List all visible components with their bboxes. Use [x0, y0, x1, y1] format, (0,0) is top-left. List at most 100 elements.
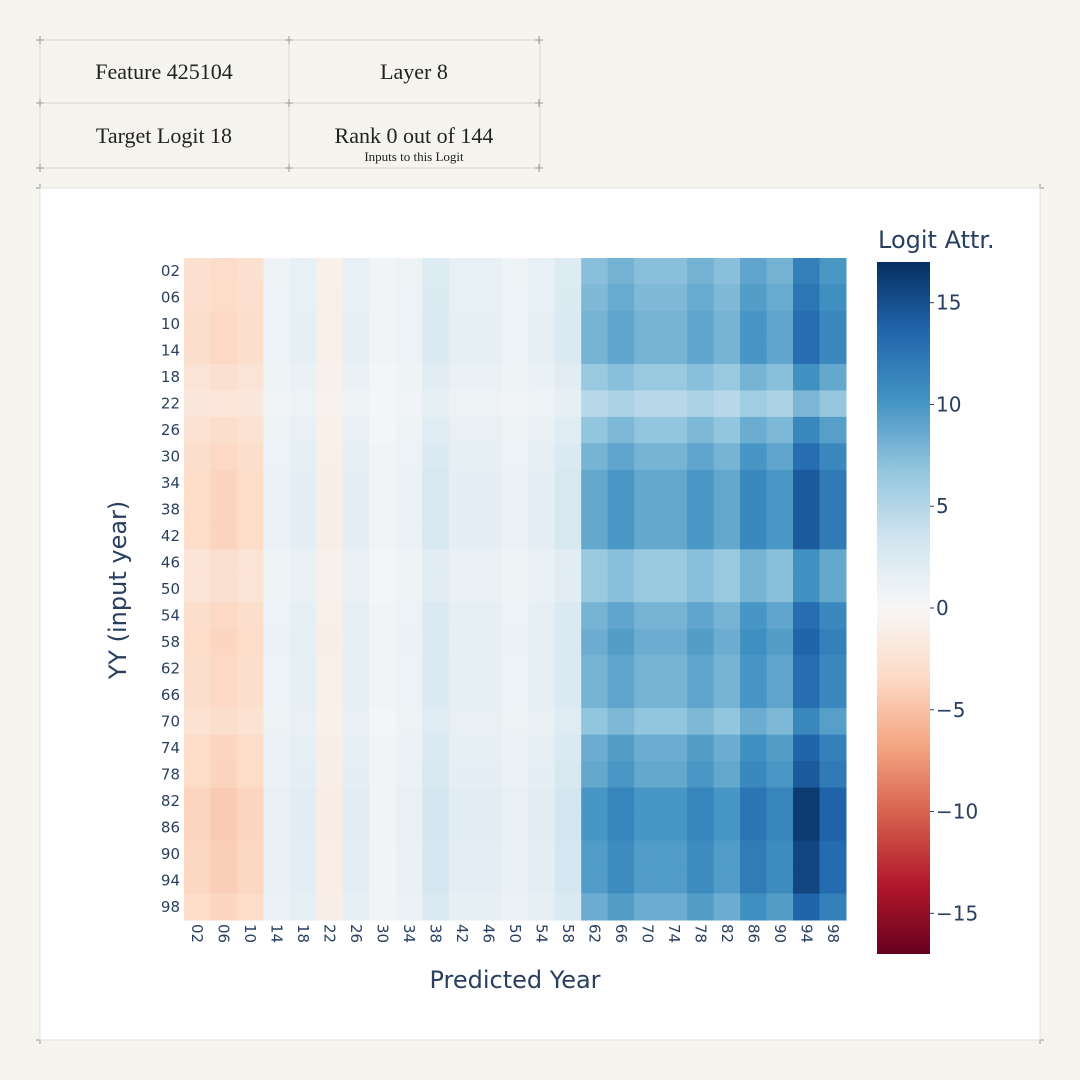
heatmap-cell: [819, 840, 847, 868]
y-axis-title: YY (input year): [104, 501, 132, 681]
heatmap-cell: [448, 258, 476, 285]
heatmap-cell: [687, 814, 715, 842]
heatmap-cell: [501, 416, 529, 444]
heatmap-cell: [554, 681, 582, 709]
heatmap-cell: [740, 337, 768, 365]
heatmap-cell: [607, 761, 635, 789]
heatmap-cell: [819, 681, 847, 709]
heatmap-cell: [342, 734, 370, 762]
heatmap-cell: [395, 814, 423, 842]
heatmap-cell: [766, 258, 794, 285]
y-tick-label: 86: [161, 818, 180, 836]
heatmap-cell: [236, 522, 264, 550]
heatmap-cell: [475, 469, 503, 497]
heatmap-cell: [210, 761, 238, 789]
heatmap-cell: [342, 575, 370, 603]
heatmap-cell: [687, 416, 715, 444]
heatmap-cell: [793, 310, 821, 338]
heatmap-cell: [501, 284, 529, 312]
heatmap-cell: [634, 310, 662, 338]
heatmap-cell: [687, 284, 715, 312]
heatmap-cell: [422, 575, 450, 603]
heatmap-cell: [607, 284, 635, 312]
heatmap-cell: [210, 602, 238, 630]
colorbar-tick-label: 10: [936, 392, 961, 416]
heatmap-cell: [819, 602, 847, 630]
heatmap-cell: [422, 363, 450, 391]
heatmap-cell: [369, 814, 397, 842]
heatmap-cell: [369, 443, 397, 471]
heatmap-cell: [475, 787, 503, 815]
heatmap-cell: [475, 363, 503, 391]
x-tick-label: 62: [585, 924, 603, 943]
heatmap-cell: [634, 549, 662, 577]
heatmap-cell: [342, 814, 370, 842]
heatmap-cell: [236, 681, 264, 709]
heatmap-cell: [448, 628, 476, 656]
x-tick-label: 82: [718, 924, 736, 943]
heatmap-cell: [369, 893, 397, 921]
heatmap-cell: [448, 443, 476, 471]
x-tick-label: 50: [506, 924, 524, 943]
heatmap-cell: [316, 522, 344, 550]
heatmap-cell: [554, 549, 582, 577]
heatmap-cell: [184, 628, 211, 656]
heatmap-cell: [210, 522, 238, 550]
heatmap-cell: [660, 443, 688, 471]
heatmap-cell: [501, 814, 529, 842]
heatmap-cell: [766, 443, 794, 471]
x-tick-label: 90: [771, 924, 789, 943]
heatmap-cell: [422, 390, 450, 418]
heatmap-cell: [581, 284, 609, 312]
heatmap-cell: [713, 549, 741, 577]
heatmap-cell: [687, 734, 715, 762]
x-tick-label: 02: [188, 924, 206, 943]
y-tick-label: 62: [161, 659, 180, 677]
heatmap-cell: [819, 708, 847, 736]
heatmap-cell: [501, 734, 529, 762]
heatmap-cell: [501, 655, 529, 683]
y-tick-label: 02: [161, 262, 180, 280]
heatmap-cell: [184, 655, 211, 683]
heatmap-cell: [422, 496, 450, 524]
heatmap-cell: [184, 258, 211, 285]
heatmap-cell: [369, 549, 397, 577]
heatmap-cell: [422, 310, 450, 338]
heatmap-cell: [554, 416, 582, 444]
heatmap-cell: [607, 734, 635, 762]
heatmap-cell: [236, 390, 264, 418]
heatmap-cell: [422, 258, 450, 285]
x-tick-label: 70: [638, 924, 656, 943]
heatmap-cell: [369, 655, 397, 683]
heatmap-cell: [687, 840, 715, 868]
heatmap-cell: [793, 416, 821, 444]
heatmap-cell: [475, 549, 503, 577]
heatmap-cell: [475, 443, 503, 471]
heatmap-cell: [713, 814, 741, 842]
heatmap-cell: [687, 390, 715, 418]
heatmap-cell: [740, 708, 768, 736]
heatmap-cell: [634, 390, 662, 418]
heatmap-cell: [316, 840, 344, 868]
x-tick-label: 38: [427, 924, 445, 943]
heatmap-cell: [793, 337, 821, 365]
heatmap-cell: [184, 708, 211, 736]
heatmap-cell: [395, 258, 423, 285]
heatmap-cell: [607, 840, 635, 868]
heatmap-cell: [793, 363, 821, 391]
x-tick-label: 30: [374, 924, 392, 943]
heatmap-cell: [554, 310, 582, 338]
heatmap-cell: [740, 284, 768, 312]
heatmap-cell: [740, 867, 768, 895]
heatmap-cell: [184, 893, 211, 921]
heatmap-cell: [607, 363, 635, 391]
heatmap-cell: [210, 655, 238, 683]
heatmap-cell: [501, 337, 529, 365]
heatmap-cell: [607, 602, 635, 630]
heatmap-cell: [740, 681, 768, 709]
heatmap-cell: [740, 602, 768, 630]
heatmap-cell: [184, 814, 211, 842]
heatmap-cell: [554, 840, 582, 868]
heatmap-cell: [263, 469, 291, 497]
colorbar-tick-label: 0: [936, 596, 949, 620]
